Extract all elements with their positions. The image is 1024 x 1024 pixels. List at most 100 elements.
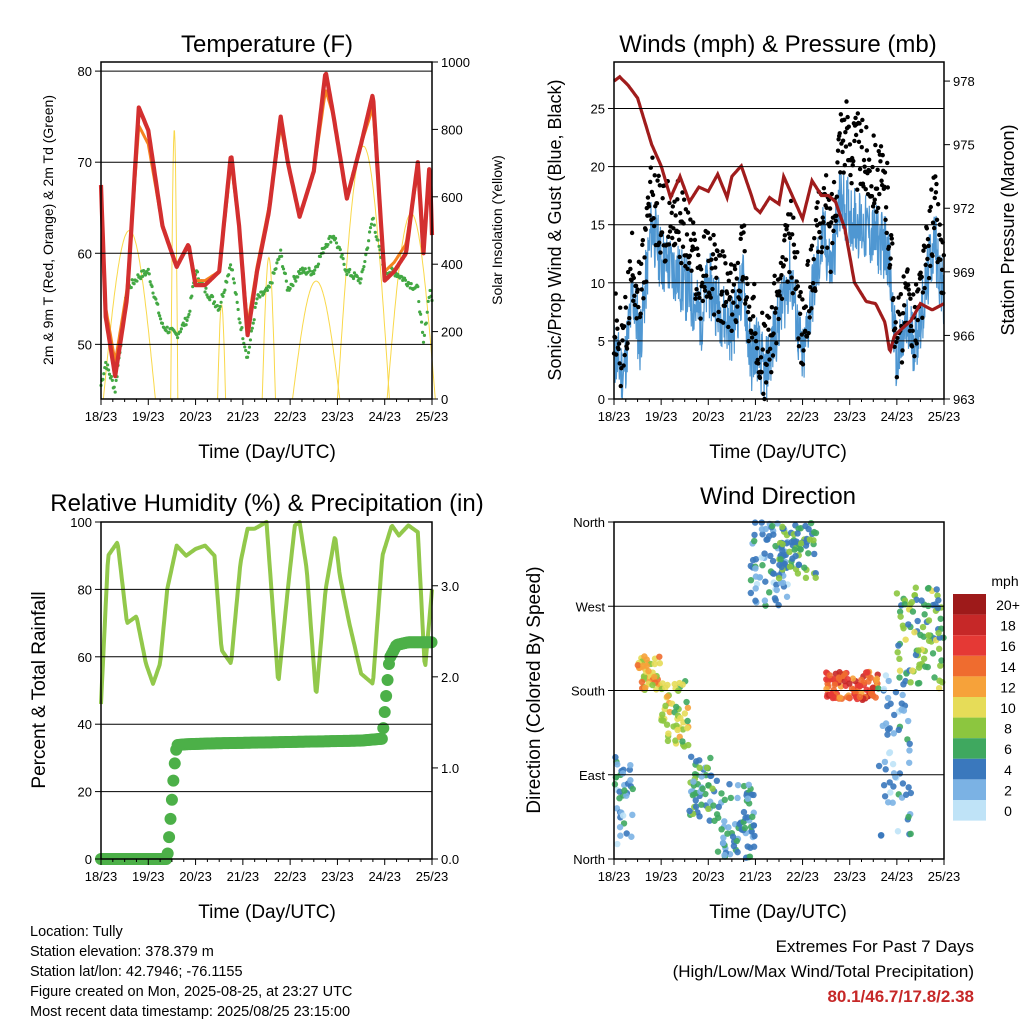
gust-point <box>923 262 928 268</box>
gust-point <box>864 148 870 153</box>
gust-point <box>741 223 747 228</box>
gust-point <box>670 204 676 209</box>
gust-point <box>866 157 872 162</box>
gust-point <box>805 262 810 267</box>
gust-point <box>799 332 805 337</box>
gust-point <box>618 383 623 389</box>
temperature-xlabel: Time (Day/UTC) <box>198 442 336 463</box>
direction-point <box>751 537 758 545</box>
direction-point <box>826 672 833 679</box>
gust-point <box>696 252 701 258</box>
direction-point <box>779 540 786 548</box>
gust-point <box>754 346 760 351</box>
gust-point <box>856 139 862 145</box>
wind-direction-panel: Wind Direction 18/23 19/23 20/23 21/23 22/23… <box>524 483 1020 923</box>
direction-point <box>831 681 838 688</box>
gust-point <box>804 334 810 339</box>
gust-point <box>615 326 620 331</box>
gust-point <box>851 158 856 164</box>
direction-point <box>775 574 783 582</box>
gust-point <box>698 267 704 272</box>
direction-point <box>915 679 923 687</box>
x-tick-label: 22/23 <box>274 869 307 884</box>
gust-point <box>771 281 777 286</box>
gust-point <box>635 287 640 292</box>
gust-point <box>779 296 785 301</box>
gust-point <box>803 328 808 334</box>
gust-point <box>867 168 872 174</box>
gust-point <box>813 288 818 293</box>
gust-point <box>708 295 713 300</box>
gust-point <box>891 295 896 301</box>
gust-point <box>906 287 911 292</box>
direction-point <box>679 681 686 688</box>
direction-point <box>616 795 623 802</box>
gust-point <box>692 237 698 243</box>
x-tick-label: 25/23 <box>416 869 449 884</box>
gust-point <box>710 252 716 257</box>
direction-point <box>849 675 857 682</box>
gust-point <box>887 262 893 268</box>
rainfall-point <box>377 722 390 735</box>
direction-point <box>629 785 636 793</box>
gust-point <box>731 300 736 305</box>
y-tick-label: 0 <box>598 392 605 407</box>
gust-point <box>846 124 851 129</box>
gust-point <box>937 232 942 238</box>
dewpoint-point <box>254 301 258 306</box>
direction-point <box>779 547 786 554</box>
gust-point <box>875 167 880 173</box>
direction-point <box>681 743 688 750</box>
gust-point <box>911 292 916 297</box>
direction-point <box>789 555 796 562</box>
direction-point <box>727 794 735 802</box>
direction-point <box>937 615 944 622</box>
gust-point <box>634 316 639 321</box>
dewpoint-point <box>208 298 212 302</box>
gust-point <box>729 328 734 333</box>
gust-point <box>932 195 937 201</box>
dewpoint-point <box>372 223 376 227</box>
dewpoint-point <box>165 325 169 329</box>
y2-tick-label: 966 <box>953 328 975 343</box>
y2-tick-label: 978 <box>953 74 975 89</box>
gust-point <box>714 275 719 281</box>
gust-point <box>800 297 805 302</box>
gust-point <box>720 320 726 325</box>
direction-point <box>628 833 635 840</box>
gust-point <box>744 275 749 281</box>
gust-point <box>767 346 773 352</box>
x-tick-label: 21/23 <box>227 409 260 424</box>
dewpoint-point <box>247 345 252 349</box>
y-tick-label: East <box>579 768 605 783</box>
gust-point <box>637 314 643 320</box>
gust-point <box>667 229 673 234</box>
gust-point <box>800 362 806 367</box>
gust-point <box>816 249 821 254</box>
direction-point <box>666 708 673 716</box>
gust-point <box>930 253 935 259</box>
gust-point <box>912 353 917 359</box>
gust-point <box>880 152 885 158</box>
gust-point <box>828 269 833 275</box>
temperature-series <box>98 71 436 400</box>
dewpoint-point <box>141 269 146 273</box>
gust-point <box>730 312 735 317</box>
gust-point <box>713 256 719 262</box>
dewpoint-point <box>425 310 429 314</box>
direction-point <box>917 631 924 639</box>
y-tick-label: 50 <box>78 337 92 352</box>
direction-point <box>612 754 619 761</box>
gust-point <box>797 294 802 299</box>
gust-point <box>749 330 754 336</box>
gust-point <box>760 310 765 315</box>
gust-point <box>819 245 825 250</box>
gust-point <box>782 233 788 238</box>
gust-point <box>722 254 727 259</box>
direction-point <box>769 557 777 565</box>
y2-tick-label: 972 <box>953 201 975 216</box>
direction-point <box>863 686 870 693</box>
gust-point <box>767 357 772 362</box>
direction-point <box>665 730 672 737</box>
direction-point <box>925 637 933 644</box>
